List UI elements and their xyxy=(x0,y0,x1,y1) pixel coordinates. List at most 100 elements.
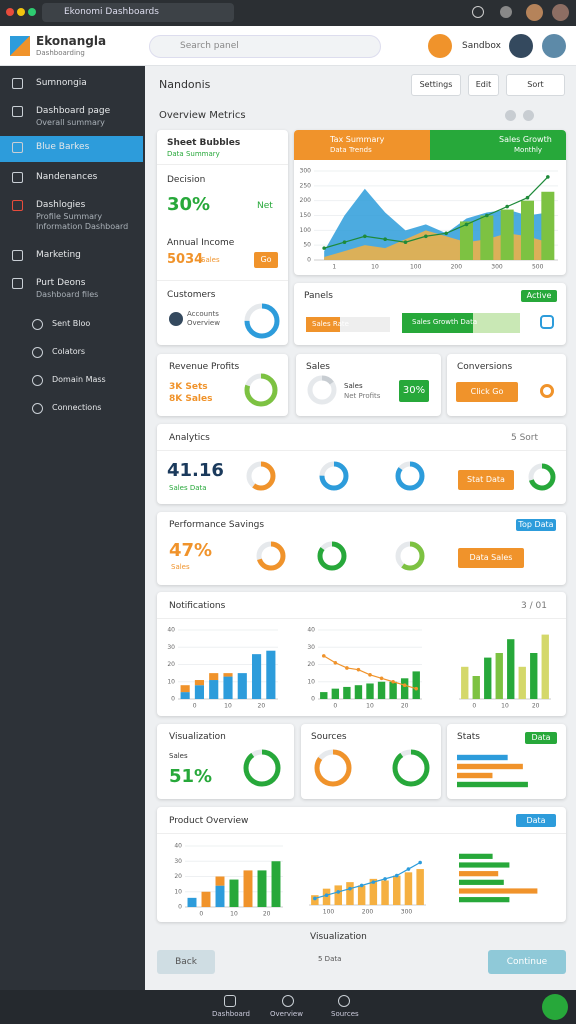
point xyxy=(324,893,329,897)
y-tick-label: 10 xyxy=(307,678,315,685)
point xyxy=(525,195,530,200)
nav-item[interactable]: Marketing xyxy=(36,250,81,260)
bar xyxy=(393,875,401,905)
user-avatar[interactable] xyxy=(428,34,452,58)
trend-card: Tax Summary Data Trends Sales Growth Mon… xyxy=(294,130,566,275)
donut xyxy=(392,749,430,787)
card-subtitle: Data Summary xyxy=(167,150,220,158)
bar xyxy=(457,781,528,788)
nav-item[interactable]: Purt Deons xyxy=(36,278,86,288)
nav-subtitle: Profile Summary Information Dashboard xyxy=(36,212,129,231)
bar xyxy=(343,686,351,699)
x-tick-label: 100 xyxy=(323,909,335,916)
nav-item[interactable]: Sumnongia xyxy=(36,78,87,88)
bar xyxy=(229,879,239,907)
chart xyxy=(457,754,528,788)
stats-card: Stats Data xyxy=(447,724,566,799)
bar xyxy=(416,869,424,905)
nav-item[interactable]: Sent Bloo xyxy=(52,319,91,328)
metric-value: 5034 xyxy=(167,252,204,267)
bar xyxy=(484,657,492,699)
nav-item[interactable]: Colators xyxy=(52,347,86,356)
donut-arc xyxy=(256,541,286,571)
donut-arc xyxy=(243,749,281,787)
revenue-card: Revenue Profits 3K Sets 8K Sales xyxy=(157,354,288,416)
nav-item[interactable]: Nandenances xyxy=(36,172,98,182)
card-title: Sheet Bubbles xyxy=(167,138,241,148)
button[interactable]: Settings xyxy=(411,74,461,96)
bar xyxy=(457,772,493,779)
button[interactable]: Data Sales xyxy=(458,548,524,568)
bar xyxy=(404,872,413,905)
nav-item[interactable]: Dashlogies xyxy=(36,200,86,210)
bar xyxy=(187,897,197,907)
point xyxy=(348,886,352,891)
bar xyxy=(331,688,340,699)
chart: 0 10 20 30 40 0 10 20 xyxy=(174,843,283,918)
button[interactable]: Stat Data xyxy=(458,470,514,490)
bar xyxy=(334,885,342,905)
point xyxy=(336,890,341,894)
point xyxy=(383,877,387,881)
bar-segment xyxy=(223,673,233,677)
tab[interactable] xyxy=(42,3,234,22)
badge: Active xyxy=(521,290,557,302)
app-header: Ekonangla Dashboarding Search panel Sand… xyxy=(0,26,576,66)
nav-item[interactable]: Dashboard page xyxy=(36,106,111,116)
bar xyxy=(412,671,420,699)
button[interactable]: Go xyxy=(254,252,278,268)
badge: Top Data xyxy=(516,519,556,531)
sources-card: Sources xyxy=(301,724,441,799)
donut-arc xyxy=(246,461,276,491)
button[interactable]: Continue xyxy=(488,950,566,974)
bar xyxy=(209,680,219,699)
header-subtitle: Data Trends xyxy=(330,146,372,154)
point xyxy=(322,246,326,250)
x-tick-label: 0 xyxy=(472,703,476,710)
button[interactable]: Click Go xyxy=(456,382,518,402)
pager[interactable]: 3 / 01 xyxy=(521,601,547,611)
visualization-card: Visualization Sales 51% xyxy=(157,724,294,799)
button[interactable]: Back xyxy=(157,950,215,974)
bar xyxy=(366,683,374,699)
bar xyxy=(459,221,474,260)
nav-item[interactable]: Blue Barkes xyxy=(36,142,90,152)
button[interactable]: Edit xyxy=(468,74,499,96)
nav-item[interactable]: Domain Mass xyxy=(52,375,106,384)
progress-label: Sales Rate xyxy=(312,320,349,328)
fab[interactable] xyxy=(542,994,568,1020)
nav-icon xyxy=(12,250,23,261)
nav-subtitle: Dashboard files xyxy=(36,290,99,299)
button[interactable]: Sort xyxy=(506,74,565,96)
bar xyxy=(457,754,508,761)
app-title: Ekonangla xyxy=(36,34,107,48)
nav-item[interactable]: Dashboard xyxy=(212,1010,250,1018)
nav-item[interactable]: Overview xyxy=(270,1010,303,1018)
y-tick-label: 30 xyxy=(307,644,315,651)
donut-arc xyxy=(244,373,278,407)
chart: 0 10 20 xyxy=(459,634,551,710)
analytics-card: Analytics 5 Sort 41.16 Sales Data Stat D… xyxy=(157,424,566,504)
donut xyxy=(256,541,286,571)
notifications-card: Notifications 3 / 01 0 10 20 30 40 0 10 20 0 10 2… xyxy=(157,592,566,716)
point xyxy=(363,234,367,239)
nav-item[interactable]: Connections xyxy=(52,403,102,412)
bar xyxy=(472,676,480,699)
line xyxy=(314,862,421,900)
progress: Sales Rate xyxy=(306,317,390,332)
bar xyxy=(354,685,363,699)
x-tick-label: 20 xyxy=(258,703,266,710)
nav-icon xyxy=(12,278,23,289)
search-box[interactable] xyxy=(149,35,381,58)
sort-control[interactable]: 5 Sort xyxy=(511,433,539,443)
y-tick-label: 50 xyxy=(303,242,311,249)
bar xyxy=(480,215,494,260)
metric: Net Profits xyxy=(344,392,381,400)
card-title: Performance Savings xyxy=(169,520,265,530)
y-tick-label: 20 xyxy=(167,661,175,668)
y-tick-label: 40 xyxy=(307,627,315,634)
y-tick-label: 0 xyxy=(307,257,311,264)
point xyxy=(313,896,317,901)
nav-item[interactable]: Sources xyxy=(331,1010,359,1018)
